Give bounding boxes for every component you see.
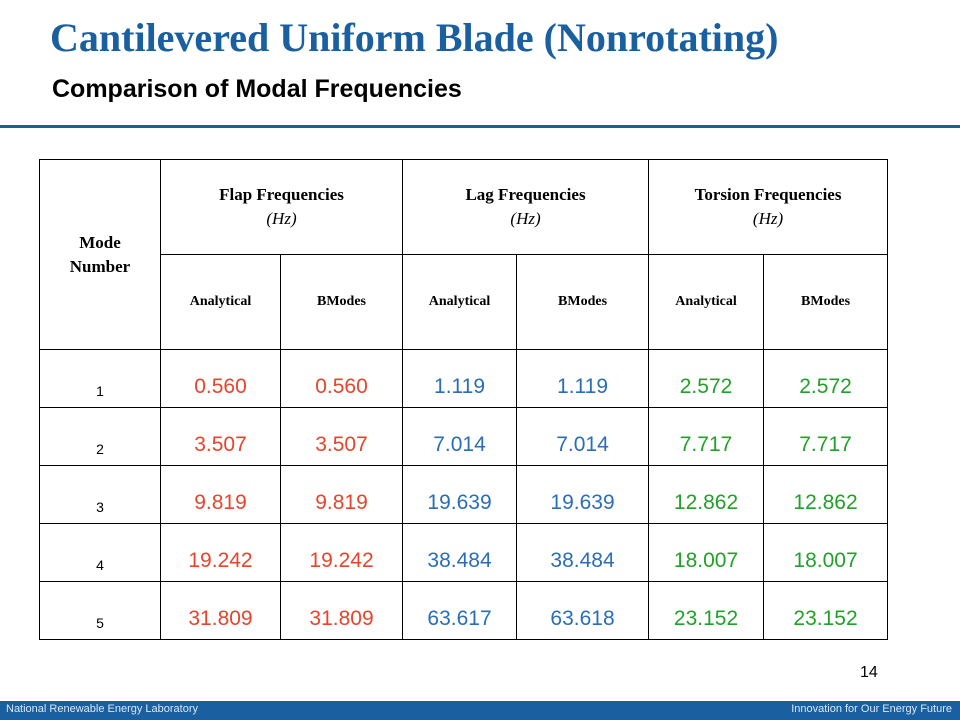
flap-bmodes-header: BModes [279, 254, 404, 350]
flap-frequencies-header: Flap Frequencies (Hz) [159, 159, 404, 255]
flap-header-unit: (Hz) [266, 209, 297, 228]
lag-bmodes-cell: 19.639 [516, 465, 650, 524]
torsion-header-unit: (Hz) [752, 209, 784, 228]
flap-header-label: Flap Frequencies [219, 185, 344, 204]
flap-analytical-cell: 9.819 [160, 465, 281, 524]
lag-analytical-cell: 7.014 [402, 407, 518, 466]
lag-bmodes-cell: 1.119 [516, 349, 650, 408]
torsion-bmodes-cell: 23.152 [763, 581, 889, 640]
lag-analytical-cell: 63.617 [402, 581, 518, 640]
title-divider [0, 125, 960, 128]
lag-frequencies-header: Lag Frequencies (Hz) [402, 159, 650, 255]
flap-bmodes-cell: 19.242 [279, 523, 404, 582]
torsion-analytical-cell: 2.572 [648, 349, 765, 408]
lag-analytical-cell: 1.119 [402, 349, 518, 408]
lag-header-label: Lag Frequencies [465, 185, 586, 204]
subheader-row: Analytical BModes Analytical BModes Anal… [40, 254, 889, 350]
flap-analytical-cell: 19.242 [160, 523, 281, 582]
flap-analytical-cell: 3.507 [160, 407, 281, 466]
lag-analytical-cell: 38.484 [402, 523, 518, 582]
lag-header-unit: (Hz) [510, 209, 541, 228]
mode-number-header-label: Mode Number [69, 232, 131, 276]
footer-bar: National Renewable Energy Laboratory Inn… [0, 701, 960, 720]
mode-number-cell: 3 [39, 465, 161, 524]
slide-subtitle: Comparison of Modal Frequencies [52, 75, 462, 103]
mode-number-cell: 2 [39, 407, 161, 466]
page-number: 14 [860, 664, 878, 681]
flap-bmodes-cell: 0.560 [279, 349, 404, 408]
torsion-header-label: Torsion Frequencies [694, 185, 842, 204]
table-row: 5 31.809 31.809 63.617 63.618 23.152 23.… [39, 581, 889, 640]
footer-organization: National Renewable Energy Laboratory [6, 703, 199, 715]
torsion-bmodes-cell: 18.007 [763, 523, 889, 582]
table-row: 3 9.819 9.819 19.639 19.639 12.862 12.86… [39, 465, 889, 524]
group-header-row: Mode Number Flap Frequencies (Hz) Lag Fr… [39, 159, 889, 350]
table-row: 1 0.560 0.560 1.119 1.119 2.572 2.572 [39, 349, 889, 408]
lag-bmodes-cell: 63.618 [516, 581, 650, 640]
torsion-analytical-header: Analytical [648, 254, 765, 350]
mode-number-cell: 5 [39, 581, 161, 640]
flap-bmodes-cell: 9.819 [279, 465, 404, 524]
footer-tagline: Innovation for Our Energy Future [791, 703, 952, 715]
flap-analytical-cell: 31.809 [160, 581, 281, 640]
torsion-bmodes-cell: 12.862 [763, 465, 889, 524]
flap-analytical-header: Analytical [160, 254, 281, 350]
lag-analytical-header: Analytical [402, 254, 518, 350]
mode-number-cell: 4 [39, 523, 161, 582]
torsion-analytical-cell: 23.152 [648, 581, 765, 640]
lag-bmodes-header: BModes [516, 254, 650, 350]
table-row: 2 3.507 3.507 7.014 7.014 7.717 7.717 [39, 407, 889, 466]
torsion-analytical-cell: 12.862 [648, 465, 765, 524]
torsion-frequencies-header: Torsion Frequencies (Hz) [648, 159, 889, 255]
lag-bmodes-cell: 38.484 [516, 523, 650, 582]
flap-bmodes-cell: 3.507 [279, 407, 404, 466]
torsion-bmodes-cell: 2.572 [763, 349, 889, 408]
modal-frequency-table: Mode Number Flap Frequencies (Hz) Lag Fr… [39, 159, 889, 640]
flap-analytical-cell: 0.560 [160, 349, 281, 408]
slide-title: Cantilevered Uniform Blade (Nonrotating) [50, 15, 779, 60]
torsion-bmodes-header: BModes [763, 254, 889, 350]
torsion-analytical-cell: 18.007 [648, 523, 765, 582]
torsion-analytical-cell: 7.717 [648, 407, 765, 466]
table-row: 4 19.242 19.242 38.484 38.484 18.007 18.… [39, 523, 889, 582]
lag-analytical-cell: 19.639 [402, 465, 518, 524]
torsion-bmodes-cell: 7.717 [763, 407, 889, 466]
mode-number-header: Mode Number [39, 159, 161, 350]
flap-bmodes-cell: 31.809 [279, 581, 404, 640]
lag-bmodes-cell: 7.014 [516, 407, 650, 466]
mode-number-cell: 1 [39, 349, 161, 408]
